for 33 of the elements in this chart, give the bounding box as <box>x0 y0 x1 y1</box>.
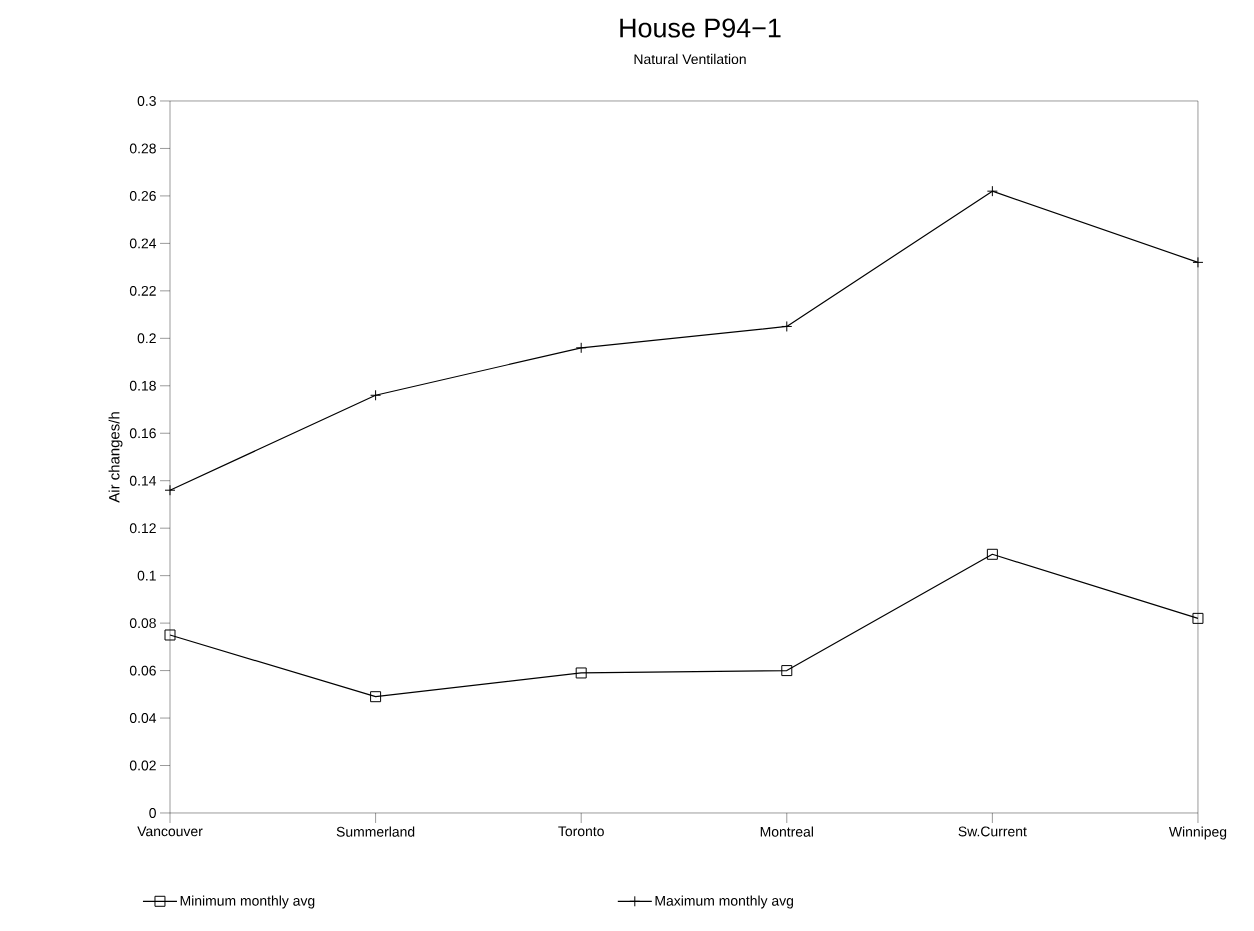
x-tick-label: Summerland <box>336 826 415 837</box>
y-tick-label: 0.26 <box>129 190 156 201</box>
y-axis-title: Air changes/h <box>108 412 123 503</box>
point <box>1192 612 1204 624</box>
point <box>370 691 382 703</box>
x-tick-label: Montreal <box>760 826 813 837</box>
y-tick-label: 0.18 <box>129 380 156 391</box>
y-tick-label: 0.14 <box>129 475 157 486</box>
chart-subtitle: Natural Ventilation <box>634 53 746 65</box>
y-tick-label: 0.06 <box>129 665 156 676</box>
point <box>575 667 587 679</box>
y-tick-label: 0.12 <box>129 523 156 534</box>
y-tick-label: 0.02 <box>129 760 156 771</box>
point <box>781 665 793 677</box>
y-tick-label: 0.24 <box>129 238 157 249</box>
y-tick-label: 0.08 <box>129 618 156 629</box>
chart-title: House P94−1 <box>620 18 781 38</box>
point <box>164 629 176 641</box>
legend-label: Maximum monthly avg <box>655 895 793 909</box>
y-tick-label: 0.22 <box>129 285 156 296</box>
legend-label: Minimum monthly avg <box>180 895 315 909</box>
y-tick-label: 0.3 <box>137 96 156 106</box>
x-tick-label: Winnipeg <box>1168 826 1227 840</box>
y-tick-label: 0.04 <box>129 713 157 723</box>
y-tick-label: 0.16 <box>129 428 156 439</box>
x-tick-label: Sw.Current <box>958 826 1027 837</box>
x-tick-label: Vancouver <box>137 826 203 837</box>
y-tick-label: 0.28 <box>129 143 156 154</box>
point <box>986 548 998 560</box>
y-tick-label: 0.1 <box>137 570 156 581</box>
y-tick-label: 0.2 <box>137 333 156 344</box>
y-tick-label: 0 <box>149 808 156 818</box>
x-tick-label: Toronto <box>558 826 604 837</box>
